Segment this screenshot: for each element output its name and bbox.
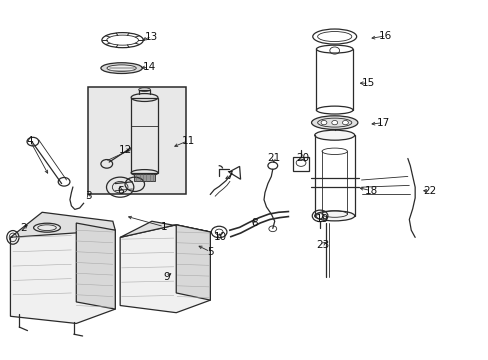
Text: 14: 14 — [142, 62, 156, 72]
Polygon shape — [10, 223, 115, 323]
Ellipse shape — [101, 63, 142, 73]
Text: 7: 7 — [226, 171, 233, 181]
Circle shape — [342, 121, 347, 125]
Text: 16: 16 — [379, 31, 392, 41]
Polygon shape — [10, 212, 115, 237]
Circle shape — [321, 121, 326, 125]
Polygon shape — [120, 221, 210, 237]
Text: 8: 8 — [250, 218, 257, 228]
Text: 19: 19 — [315, 215, 328, 224]
Text: 20: 20 — [296, 153, 309, 163]
Text: 17: 17 — [376, 118, 389, 128]
Text: 6: 6 — [117, 186, 123, 196]
Polygon shape — [120, 225, 210, 313]
Text: 5: 5 — [206, 247, 213, 257]
Ellipse shape — [311, 116, 357, 130]
Text: 23: 23 — [315, 239, 328, 249]
Ellipse shape — [314, 130, 354, 140]
Text: 9: 9 — [163, 272, 169, 282]
Ellipse shape — [314, 211, 354, 221]
Text: 13: 13 — [145, 32, 158, 41]
Polygon shape — [76, 223, 115, 309]
Text: 11: 11 — [182, 136, 195, 145]
Text: 10: 10 — [213, 232, 226, 242]
Text: 2: 2 — [20, 224, 27, 233]
Text: 15: 15 — [362, 78, 375, 88]
Text: 12: 12 — [118, 144, 131, 154]
FancyBboxPatch shape — [134, 174, 155, 181]
Circle shape — [331, 121, 337, 125]
Text: 1: 1 — [161, 222, 167, 231]
Polygon shape — [176, 225, 210, 300]
Ellipse shape — [107, 65, 136, 71]
FancyBboxPatch shape — [88, 87, 185, 194]
Ellipse shape — [34, 223, 61, 232]
Text: 22: 22 — [422, 186, 435, 196]
Text: 21: 21 — [266, 153, 280, 163]
Text: 4: 4 — [26, 136, 33, 145]
Text: 3: 3 — [85, 191, 92, 201]
Text: 18: 18 — [364, 186, 377, 196]
